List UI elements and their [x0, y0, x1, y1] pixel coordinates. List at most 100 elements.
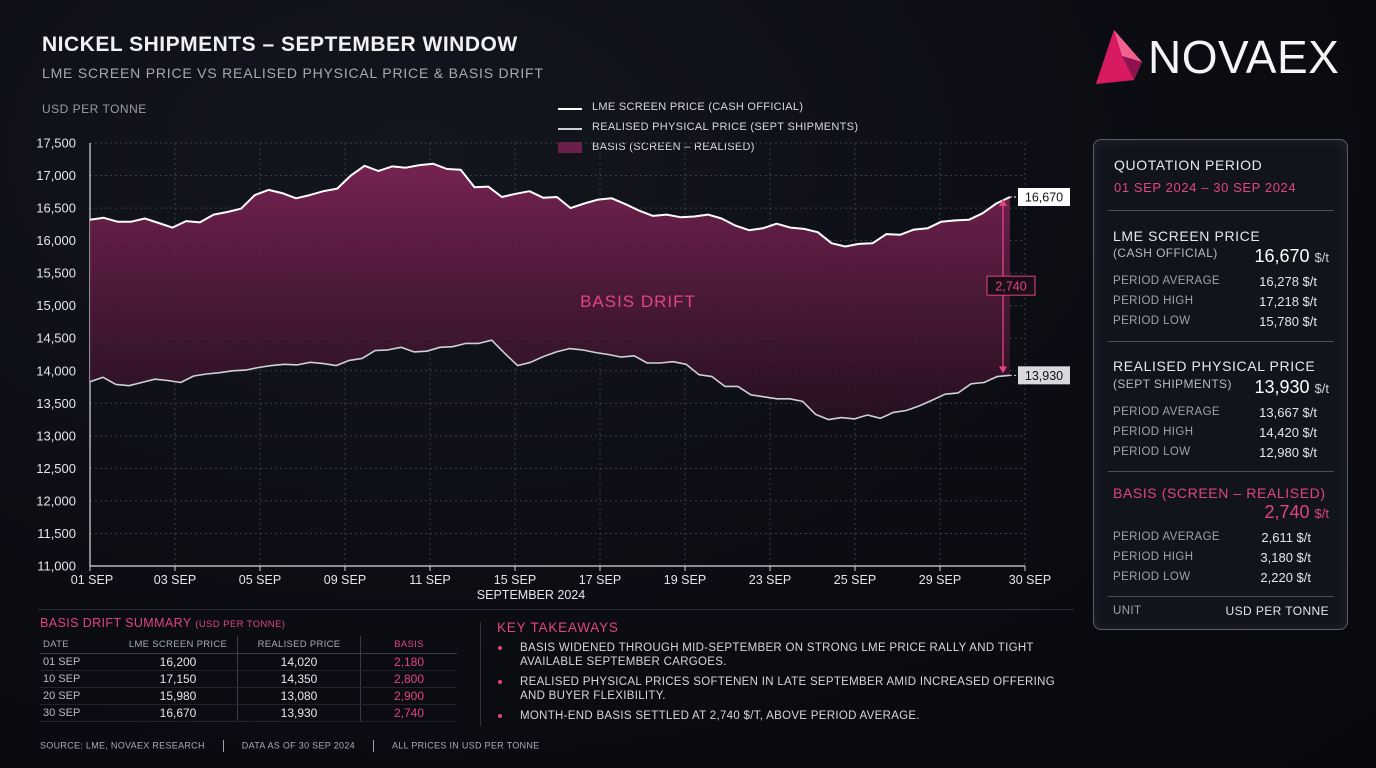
- cell-realised: 14,350: [237, 670, 361, 688]
- col-header-basis: BASIS: [360, 636, 457, 654]
- cell-basis: 2,180: [360, 653, 457, 671]
- x-tick-label: 11 SEP: [409, 573, 450, 587]
- x-tick-label: 01 SEP: [71, 573, 113, 587]
- col-header-date: DATE: [40, 636, 119, 654]
- quotation-period-value: 01 SEP 2024 – 30 SEP 2024: [1114, 180, 1297, 195]
- y-tick-label: 17,500: [36, 136, 76, 151]
- footer-separator: [222, 740, 224, 752]
- x-tick-label: 05 SEP: [239, 573, 281, 587]
- y-tick-label: 13,000: [36, 428, 76, 443]
- takeaways-list: BASIS WIDENED THROUGH MID-SEPTEMBER ON S…: [497, 641, 1077, 729]
- cell-realised: 13,930: [237, 704, 361, 722]
- unit-label: UNIT: [1113, 605, 1142, 617]
- lme-current-unit: $/t: [1314, 250, 1329, 265]
- legend-label-lme: LME SCREEN PRICE (CASH OFFICIAL): [592, 101, 804, 113]
- end-annotations: 2,740 16,670 13,930: [986, 188, 1070, 385]
- realised-end-label: 13,930: [1025, 369, 1063, 383]
- bullet-icon: [498, 646, 502, 650]
- cell-basis: 2,740: [360, 704, 457, 722]
- cell-lme: 17,150: [119, 670, 238, 688]
- realised-avg-value: 13,667 $/t: [1259, 405, 1317, 420]
- x-tick-label: 19 SEP: [664, 573, 706, 587]
- basis-current-unit: $/t: [1314, 506, 1329, 521]
- takeaways-title: KEY TAKEAWAYS: [497, 620, 619, 635]
- footer: SOURCE: LME, NOVAEX RESEARCH DATA AS OF 3…: [40, 740, 539, 752]
- takeaway-text: REALISED PHYSICAL PRICES SOFTENEN IN LAT…: [520, 676, 1055, 702]
- basis-low-label: PERIOD LOW: [1113, 571, 1191, 583]
- basis-low-value: 2,220 $/t: [1260, 570, 1311, 585]
- table-row: 01 SEP 16,200 14,020 2,180: [40, 653, 457, 671]
- x-tick-label: 15 SEP: [494, 573, 536, 587]
- y-tick-label: 13,500: [36, 396, 76, 411]
- x-tick-label: 17 SEP: [579, 573, 621, 587]
- basis-section-title: BASIS (SCREEN – REALISED): [1113, 485, 1326, 501]
- cell-basis: 2,900: [360, 687, 457, 705]
- realised-high-value: 14,420 $/t: [1259, 425, 1317, 440]
- cell-basis: 2,800: [360, 670, 457, 688]
- y-tick-label: 16,000: [36, 233, 76, 248]
- panel-divider: [1108, 471, 1334, 472]
- cell-lme: 16,670: [119, 704, 238, 722]
- page-subtitle: LME SCREEN PRICE VS REALISED PHYSICAL PR…: [42, 65, 544, 81]
- lme-low-value: 15,780 $/t: [1259, 314, 1317, 329]
- lme-section-subtitle: (CASH OFFICIAL): [1113, 246, 1218, 260]
- basis-value-box: [986, 275, 1036, 296]
- basis-value-label: 2,740: [995, 280, 1026, 294]
- lme-high-value: 17,218 $/t: [1259, 294, 1317, 309]
- basis-arrow-down-icon: [999, 366, 1007, 374]
- bullet-icon: [498, 680, 502, 684]
- lme-section-title: LME SCREEN PRICE: [1113, 228, 1261, 244]
- panel-divider: [1108, 596, 1334, 597]
- logo-mark-icon: [1096, 30, 1142, 84]
- list-item: MONTH-END BASIS SETTLED AT 2,740 $/T, AB…: [497, 709, 1077, 723]
- basis-high-value: 3,180 $/t: [1260, 550, 1311, 565]
- table-row: 30 SEP 16,670 13,930 2,740: [40, 704, 457, 722]
- basis-high-label: PERIOD HIGH: [1113, 551, 1194, 563]
- cell-date: 20 SEP: [40, 687, 119, 705]
- realised-current-number: 13,930: [1254, 377, 1310, 397]
- price-chart: 11,000 11,500 12,000 12,500 13,000 13,500 14,0…: [36, 136, 1070, 602]
- vertical-divider: [480, 622, 481, 726]
- realised-low-label: PERIOD LOW: [1113, 446, 1191, 458]
- y-tick-label: 14,000: [36, 363, 76, 378]
- summary-title-text: BASIS DRIFT SUMMARY: [40, 616, 192, 630]
- legend-label-basis: BASIS (SCREEN – REALISED): [592, 141, 755, 153]
- summary-table: DATE LME SCREEN PRICE REALISED PRICE BAS…: [40, 636, 457, 722]
- lme-end-label: 16,670: [1025, 191, 1063, 205]
- realised-section-title: REALISED PHYSICAL PRICE: [1113, 358, 1316, 374]
- legend-swatch-lme: [558, 108, 582, 110]
- cell-date: 10 SEP: [40, 670, 119, 688]
- y-tick-label: 15,500: [36, 266, 76, 281]
- basis-avg-label: PERIOD AVERAGE: [1113, 531, 1220, 543]
- footer-note: ALL PRICES IN USD PER TONNE: [391, 740, 540, 751]
- basis-current-number: 2,740: [1264, 502, 1310, 522]
- realised-high-label: PERIOD HIGH: [1113, 426, 1194, 438]
- brand-name: NOVAEX: [1148, 31, 1340, 83]
- series-line-realised: [89, 339, 1011, 421]
- series-line-lme: [89, 162, 1011, 248]
- cell-lme: 16,200: [119, 653, 238, 671]
- y-tick-label: 12,500: [36, 461, 76, 476]
- lme-avg-value: 16,278 $/t: [1259, 274, 1317, 289]
- panel-divider: [1108, 341, 1334, 342]
- realised-current-value: 13,930 $/t: [1254, 377, 1329, 398]
- realised-avg-label: PERIOD AVERAGE: [1113, 406, 1220, 418]
- basis-current-value: 2,740 $/t: [1264, 502, 1329, 523]
- basis-area: [90, 163, 1010, 420]
- legend-swatch-realised: [558, 128, 582, 130]
- list-item: BASIS WIDENED THROUGH MID-SEPTEMBER ON S…: [497, 641, 1077, 669]
- y-tick-label: 14,500: [36, 331, 76, 346]
- summary-title-note: (USD PER TONNE): [195, 619, 286, 630]
- chart-legend: LME SCREEN PRICE (CASH OFFICIAL) REALISE…: [558, 100, 858, 160]
- x-tick-label: 09 SEP: [324, 573, 366, 587]
- lme-current-number: 16,670: [1254, 246, 1310, 266]
- section-divider: [38, 609, 1074, 610]
- x-axis-label: SEPTEMBER 2024: [477, 588, 585, 602]
- takeaway-text: MONTH-END BASIS SETTLED AT 2,740 $/T, AB…: [520, 710, 920, 722]
- x-tick-label: 25 SEP: [834, 573, 876, 587]
- lme-high-label: PERIOD HIGH: [1113, 295, 1194, 307]
- takeaway-text: BASIS WIDENED THROUGH MID-SEPTEMBER ON S…: [520, 642, 1034, 668]
- x-tick-label: 29 SEP: [919, 573, 961, 587]
- realised-current-unit: $/t: [1314, 381, 1329, 396]
- footer-source: SOURCE: LME, NOVAEX RESEARCH: [40, 740, 205, 751]
